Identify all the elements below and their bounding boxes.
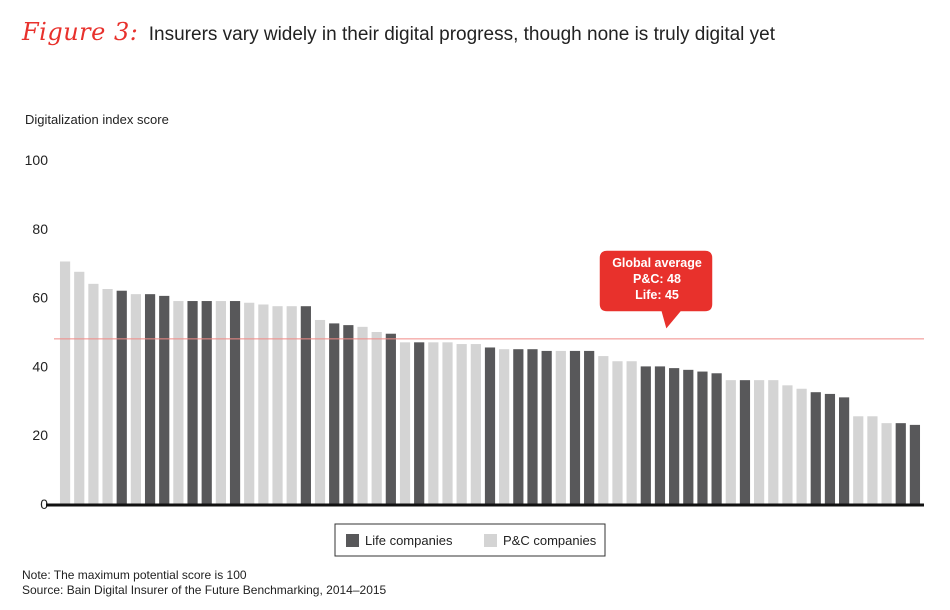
bar-life (824, 393, 836, 504)
bar-life (300, 306, 311, 504)
y-axis-ticks: 0 20 40 60 80 100 (25, 152, 49, 512)
bar-pc (598, 356, 609, 504)
bar-pc (130, 294, 141, 504)
bar-life (909, 424, 921, 504)
bar-pc (499, 349, 510, 504)
bar-pc (867, 416, 878, 504)
bar-pc (456, 344, 467, 504)
bar-pc (853, 416, 864, 504)
bar-pc (286, 306, 297, 504)
bar-life (144, 294, 156, 504)
source-text: Source: Bain Digital Insurer of the Futu… (22, 583, 387, 597)
bars-group (59, 261, 921, 504)
bar-life (513, 349, 524, 504)
bar-life (116, 290, 127, 504)
y-tick-label: 80 (32, 221, 48, 237)
bar-pc (881, 423, 892, 504)
bar-life (229, 301, 241, 504)
legend: Life companies P&C companies (334, 523, 606, 557)
bar-pc (244, 302, 255, 504)
legend-swatch-pc (484, 534, 497, 547)
bar-pc (102, 289, 113, 504)
bar-life (414, 342, 425, 504)
bar-life (187, 301, 198, 504)
bar-life (654, 366, 666, 504)
callout-line-1: Global average (612, 256, 702, 270)
bar-pc (215, 301, 226, 504)
bar-pc (626, 361, 637, 504)
bar-life (527, 349, 538, 504)
bar-life (159, 295, 170, 504)
bar-pc (725, 380, 736, 504)
bar-life (683, 369, 694, 504)
bar-life (201, 301, 212, 504)
bar-life (329, 323, 340, 504)
bar-pc (74, 271, 85, 504)
bar-life (584, 350, 595, 504)
y-tick-label: 60 (32, 290, 48, 306)
bar-life (385, 333, 396, 504)
figure-title: Insurers vary widely in their digital pr… (148, 24, 776, 45)
note-text: Note: The maximum potential score is 100 (22, 568, 247, 582)
bar-pc (754, 380, 765, 504)
legend-label-life: Life companies (365, 533, 453, 548)
y-tick-label: 100 (25, 152, 49, 168)
bar-pc (371, 332, 382, 504)
bar-life (839, 397, 850, 504)
bar-pc (399, 342, 411, 504)
bar-life (669, 368, 680, 504)
y-axis-label: Digitalization index score (25, 112, 169, 127)
bar-life (343, 325, 354, 504)
y-tick-label: 40 (32, 358, 48, 374)
callout-bubble (598, 249, 714, 332)
bar-life (640, 366, 651, 504)
callout-line-2: P&C: 48 (633, 272, 681, 286)
bar-life (895, 423, 906, 504)
bar-pc (88, 283, 99, 504)
bar-pc (428, 342, 439, 504)
bar-pc (782, 385, 793, 504)
bar-pc (442, 342, 453, 504)
y-tick-label: 0 (40, 496, 48, 512)
callout-line-3: Life: 45 (635, 288, 679, 302)
legend-label-pc: P&C companies (503, 533, 597, 548)
bar-pc (555, 350, 566, 504)
bar-life (697, 371, 708, 504)
bar-pc (357, 326, 368, 504)
bar-life (739, 380, 751, 504)
figure-label: Figure 3: (22, 18, 139, 46)
bar-pc (272, 306, 283, 504)
bar-pc (768, 380, 779, 504)
bar-life (541, 350, 552, 504)
legend-box (334, 523, 606, 557)
bar-life (569, 350, 581, 504)
global-average-callout: Global average P&C: 48 Life: 45 (598, 249, 714, 332)
bar-life (711, 373, 722, 504)
bar-pc (314, 319, 326, 504)
y-tick-label: 20 (32, 427, 48, 443)
bar-pc (470, 344, 481, 504)
bar-pc (612, 361, 623, 504)
figure-heading: Figure 3: Insurers vary widely in their … (22, 18, 775, 46)
bar-life (810, 392, 821, 504)
bar-pc (258, 304, 269, 504)
bar-pc (59, 261, 71, 504)
bar-pc (173, 301, 184, 504)
bar-pc (796, 388, 807, 504)
legend-swatch-life (346, 534, 359, 547)
bar-life (484, 347, 496, 504)
